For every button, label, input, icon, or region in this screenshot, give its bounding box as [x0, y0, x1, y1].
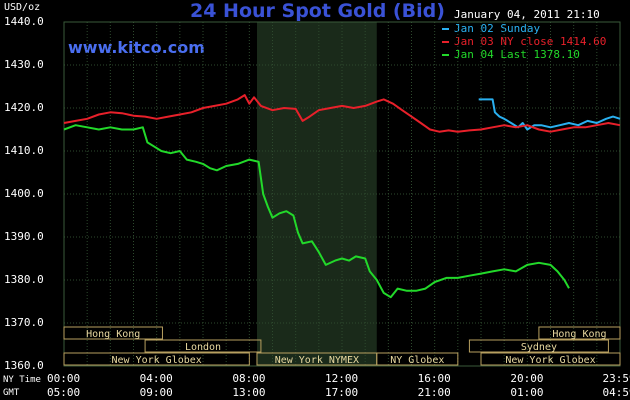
x-tick-label-gmt: 21:00: [417, 386, 451, 399]
plot-frame: [63, 21, 621, 367]
legend-swatch: [442, 54, 449, 56]
market-session-label: Hong Kong: [552, 329, 606, 340]
x-tick-label-gmt: 05:00: [47, 386, 81, 399]
legend-entry-jan02: Jan 02 Sunday: [442, 22, 540, 35]
x-tick-label-ny: 12:00: [325, 372, 359, 385]
market-session-bar: [480, 352, 621, 366]
y-tick-label: 1420.0: [4, 101, 44, 114]
x-tick-label-gmt: 01:00: [510, 386, 544, 399]
y-tick-label: 1440.0: [4, 15, 44, 28]
x-tick-label-ny: 04:00: [139, 372, 173, 385]
market-session-label: New York NYMEX: [275, 355, 359, 366]
series-line: [63, 94, 621, 133]
timestamp: January 04, 2011 21:10: [454, 8, 600, 21]
legend-label: Jan 04 Last 1378.10: [454, 48, 580, 61]
legend-label: Jan 02 Sunday: [454, 22, 541, 35]
gmt-label: GMT: [3, 388, 20, 398]
y-tick-label: 1400.0: [4, 187, 44, 200]
legend-swatch: [442, 28, 449, 30]
market-session-label: New York Globex: [112, 355, 202, 366]
y-tick-label: 1410.0: [4, 144, 44, 157]
y-tick-label: 1390.0: [4, 230, 44, 243]
x-tick-label-ny: 08:00: [232, 372, 266, 385]
y-tick-label: 1380.0: [4, 273, 44, 286]
legend-entry-jan03: Jan 03 NY close 1414.60: [442, 35, 606, 48]
market-session-bar: [468, 339, 609, 353]
market-session-label: NY Globex: [390, 355, 444, 366]
market-session-label: London: [185, 342, 221, 353]
x-tick-label-gmt: 04:59: [602, 386, 630, 399]
market-session-label: Hong Kong: [86, 329, 140, 340]
x-tick-label-ny: 20:00: [510, 372, 544, 385]
y-axis-unit: USD/oz: [4, 2, 41, 13]
y-tick-label: 1370.0: [4, 316, 44, 329]
chart-title: 24 Hour Spot Gold (Bid): [190, 0, 445, 22]
x-tick-label-ny: 00:00: [47, 372, 81, 385]
series-line: [63, 124, 570, 299]
legend-label: Jan 03 NY close 1414.60: [454, 35, 607, 48]
ny-time-label: NY Time: [3, 375, 41, 385]
y-tick-label: 1430.0: [4, 58, 44, 71]
market-session-bar: [376, 352, 459, 366]
legend-swatch: [442, 41, 449, 43]
market-session-label: Sydney: [521, 342, 557, 353]
market-session-bar: [63, 352, 250, 366]
site-link[interactable]: www.kitco.com: [68, 38, 205, 57]
series-line: [478, 98, 621, 131]
x-tick-label-ny: 16:00: [417, 372, 451, 385]
market-session-bar: [144, 339, 262, 353]
legend-entry-jan04: Jan 04 Last 1378.10: [442, 48, 580, 61]
x-tick-label-gmt: 17:00: [325, 386, 359, 399]
market-session-bar: [63, 326, 163, 340]
x-tick-label-ny: 23:59: [602, 372, 630, 385]
market-session-label: New York Globex: [505, 355, 595, 366]
y-tick-label: 1360.0: [4, 359, 44, 372]
market-session-bar: [538, 326, 621, 340]
x-tick-label-gmt: 09:00: [139, 386, 173, 399]
x-tick-label-gmt: 13:00: [232, 386, 266, 399]
